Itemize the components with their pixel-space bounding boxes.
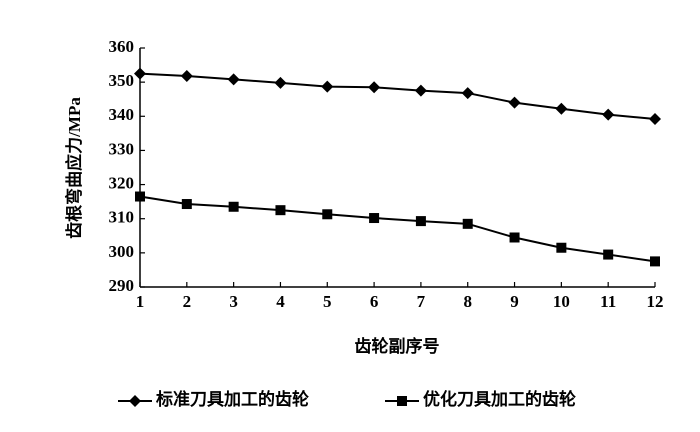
x-tick-label: 5	[323, 292, 332, 311]
marker	[508, 96, 521, 109]
marker	[227, 73, 240, 86]
y-tick-label: 320	[109, 173, 135, 192]
x-axis-label: 齿轮副序号	[355, 336, 440, 356]
y-tick-label: 300	[109, 242, 135, 261]
legend-label: 优化刀具加工的齿轮	[423, 389, 576, 409]
x-tick-label: 9	[510, 292, 519, 311]
marker	[397, 396, 407, 406]
x-tick-label: 8	[463, 292, 472, 311]
line	[139, 72, 656, 121]
x-tick-label: 2	[183, 292, 192, 311]
marker	[180, 69, 193, 82]
marker	[462, 218, 473, 229]
x-tick-label: 1	[136, 292, 145, 311]
marker	[649, 113, 661, 126]
legend-label: 标准刀具加工的齿轮	[156, 389, 309, 409]
y-tick-label: 350	[109, 71, 135, 90]
x-tick-label: 12	[647, 292, 664, 311]
marker	[321, 80, 334, 93]
marker	[650, 256, 660, 267]
marker	[181, 199, 192, 210]
x-tick-label: 3	[229, 292, 238, 311]
x-tick-label: 11	[600, 292, 616, 311]
x-tick-label: 10	[553, 292, 570, 311]
x-tick-label: 4	[276, 292, 285, 311]
marker	[415, 216, 426, 227]
y-tick-label: 340	[109, 105, 135, 124]
marker	[228, 201, 239, 212]
y-axis-label: 齿根弯曲应力/MPa	[64, 97, 84, 239]
y-tick-label: 360	[109, 37, 135, 56]
y-tick-label: 310	[109, 208, 135, 227]
marker	[322, 209, 333, 220]
line	[139, 195, 656, 263]
marker	[555, 102, 568, 115]
marker	[274, 76, 287, 89]
marker	[369, 213, 380, 224]
marker	[129, 395, 141, 407]
y-tick-label: 290	[109, 276, 135, 295]
marker	[135, 191, 145, 202]
marker	[556, 242, 567, 253]
marker	[602, 108, 615, 121]
marker	[368, 81, 381, 94]
marker	[461, 87, 474, 100]
marker	[603, 249, 614, 260]
marker	[275, 205, 286, 216]
x-tick-label: 6	[370, 292, 379, 311]
x-tick-label: 7	[417, 292, 426, 311]
y-tick-label: 330	[109, 139, 135, 158]
marker	[134, 67, 146, 80]
marker	[509, 232, 520, 243]
marker	[414, 84, 427, 97]
